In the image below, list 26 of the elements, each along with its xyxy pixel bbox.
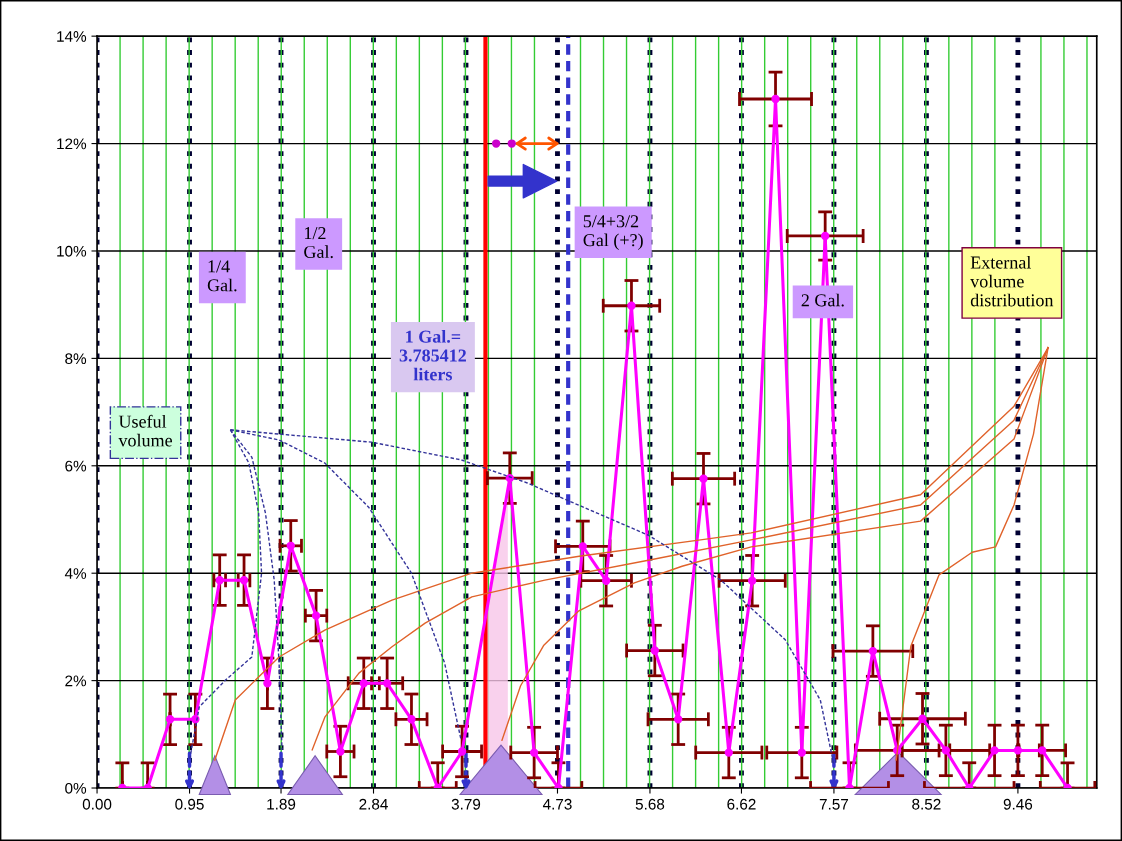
x-tick-label: 0.00 [82,798,112,810]
y-tick-label: 8% [65,353,87,365]
annotation: 5/4+3/2 Gal (+?) [583,215,643,250]
y-tick-label: 6% [65,460,87,472]
y-tick-label: 10% [57,245,87,257]
annotation: Useful volume [118,414,172,447]
x-tick-label: 6.62 [727,798,756,810]
annotation: External volume distribution [970,255,1054,307]
y-tick-label: 2% [65,675,87,687]
x-tick-label: 9.46 [1003,798,1033,810]
x-tick-label: 3.79 [451,798,481,810]
y-tick-label: 12% [57,138,87,150]
x-tick-label: 0.95 [175,798,204,810]
annotation: 1/2 Gal. [304,227,333,259]
x-tick-label: 4.73 [542,798,572,810]
x-tick-label: 7.57 [819,798,849,810]
annotation: 1/4 Gal. [207,260,237,292]
annotation: 1 Gal.= 3.785412 liters [399,330,466,381]
y-tick-label: 4% [64,568,87,579]
y-tick-label: 14% [57,31,87,42]
x-tick-label: 2.84 [359,798,388,810]
annotation: 2 Gal. [801,293,844,307]
x-tick-label: 5.68 [635,798,665,810]
x-tick-label: 8.52 [912,798,941,810]
x-tick-label: 1.89 [267,798,296,810]
y-tick-label: 0% [65,782,87,794]
